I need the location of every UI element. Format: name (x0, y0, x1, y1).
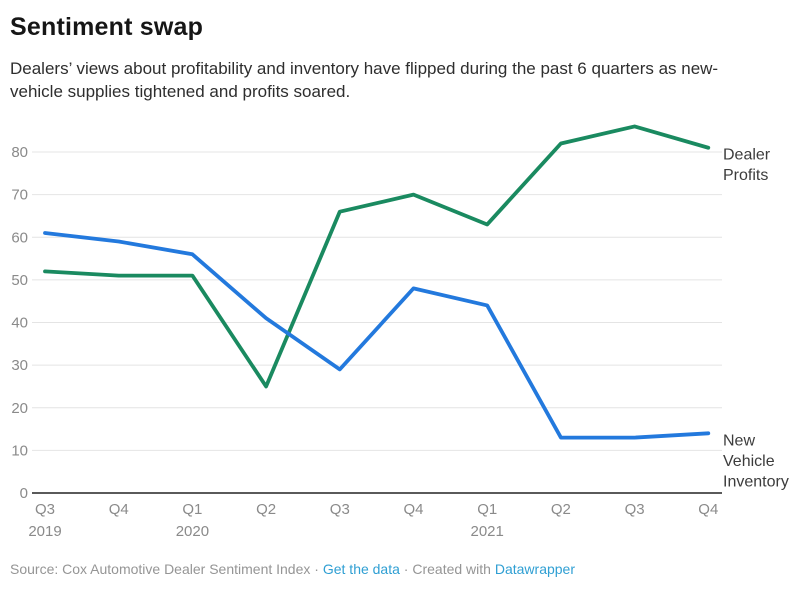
series-lines (43, 124, 711, 440)
y-tick-label: 10 (11, 442, 28, 459)
x-tick-label: Q2 (256, 501, 276, 518)
x-tick-label: Q1 (477, 501, 497, 518)
x-tick-label: Q3 (35, 501, 55, 518)
x-tick-year-label: 2021 (471, 523, 504, 540)
y-tick-label: 70 (11, 187, 28, 204)
y-axis-labels: 0 10 20 30 40 50 60 70 80 (11, 144, 28, 502)
footer-separator-2: · (403, 561, 409, 577)
series-labels: Dealer Profits New Vehicle Inventory (723, 147, 789, 491)
series-line-new-vehicle-inventory (43, 231, 711, 440)
y-tick-label: 60 (11, 229, 28, 246)
y-tick-label: 20 (11, 400, 28, 417)
footer: Source: Cox Automotive Dealer Sentiment … (10, 561, 575, 577)
created-with-text: Created with (412, 561, 491, 577)
datawrapper-link[interactable]: Datawrapper (494, 561, 575, 577)
series-label-dealer-profits: Dealer (723, 147, 771, 164)
source-text: Source: Cox Automotive Dealer Sentiment … (10, 561, 311, 577)
chart-subtitle: Dealers’ views about profitability and i… (10, 59, 719, 101)
line-chart: 0 10 20 30 40 50 60 70 80 Q3 2019 Q4 Q1 2020 Q2 Q3 Q4 Q1… (11, 124, 789, 540)
x-tick-label: Q4 (698, 501, 718, 518)
series-label-dealer-profits: Profits (723, 167, 768, 184)
chart-title: Sentiment swap (10, 13, 204, 41)
x-tick-year-label: 2020 (176, 523, 209, 540)
x-tick-label: Q3 (625, 501, 645, 518)
y-tick-label: 50 (11, 272, 28, 289)
y-tick-label: 80 (11, 144, 28, 161)
series-label-new-vehicle-inventory: Vehicle (723, 453, 775, 470)
x-tick-year-label: 2019 (28, 523, 61, 540)
x-tick-label: Q2 (551, 501, 571, 518)
gridlines (32, 151, 722, 494)
x-tick-label: Q1 (182, 501, 202, 518)
x-tick-label: Q4 (109, 501, 129, 518)
x-tick-label: Q3 (330, 501, 350, 518)
footer-separator-1: · (314, 561, 319, 577)
x-axis-labels: Q3 2019 Q4 Q1 2020 Q2 Q3 Q4 Q1 2021 Q2 Q3 Q4 (28, 501, 718, 540)
x-tick-label: Q4 (403, 501, 423, 518)
y-tick-label: 30 (11, 357, 28, 374)
series-line-dealer-profits (43, 124, 711, 389)
y-tick-label: 40 (11, 315, 28, 332)
y-tick-label: 0 (20, 485, 28, 502)
series-label-new-vehicle-inventory: New (723, 432, 755, 449)
series-label-new-vehicle-inventory: Inventory (723, 473, 789, 490)
get-the-data-link[interactable]: Get the data (322, 561, 400, 577)
